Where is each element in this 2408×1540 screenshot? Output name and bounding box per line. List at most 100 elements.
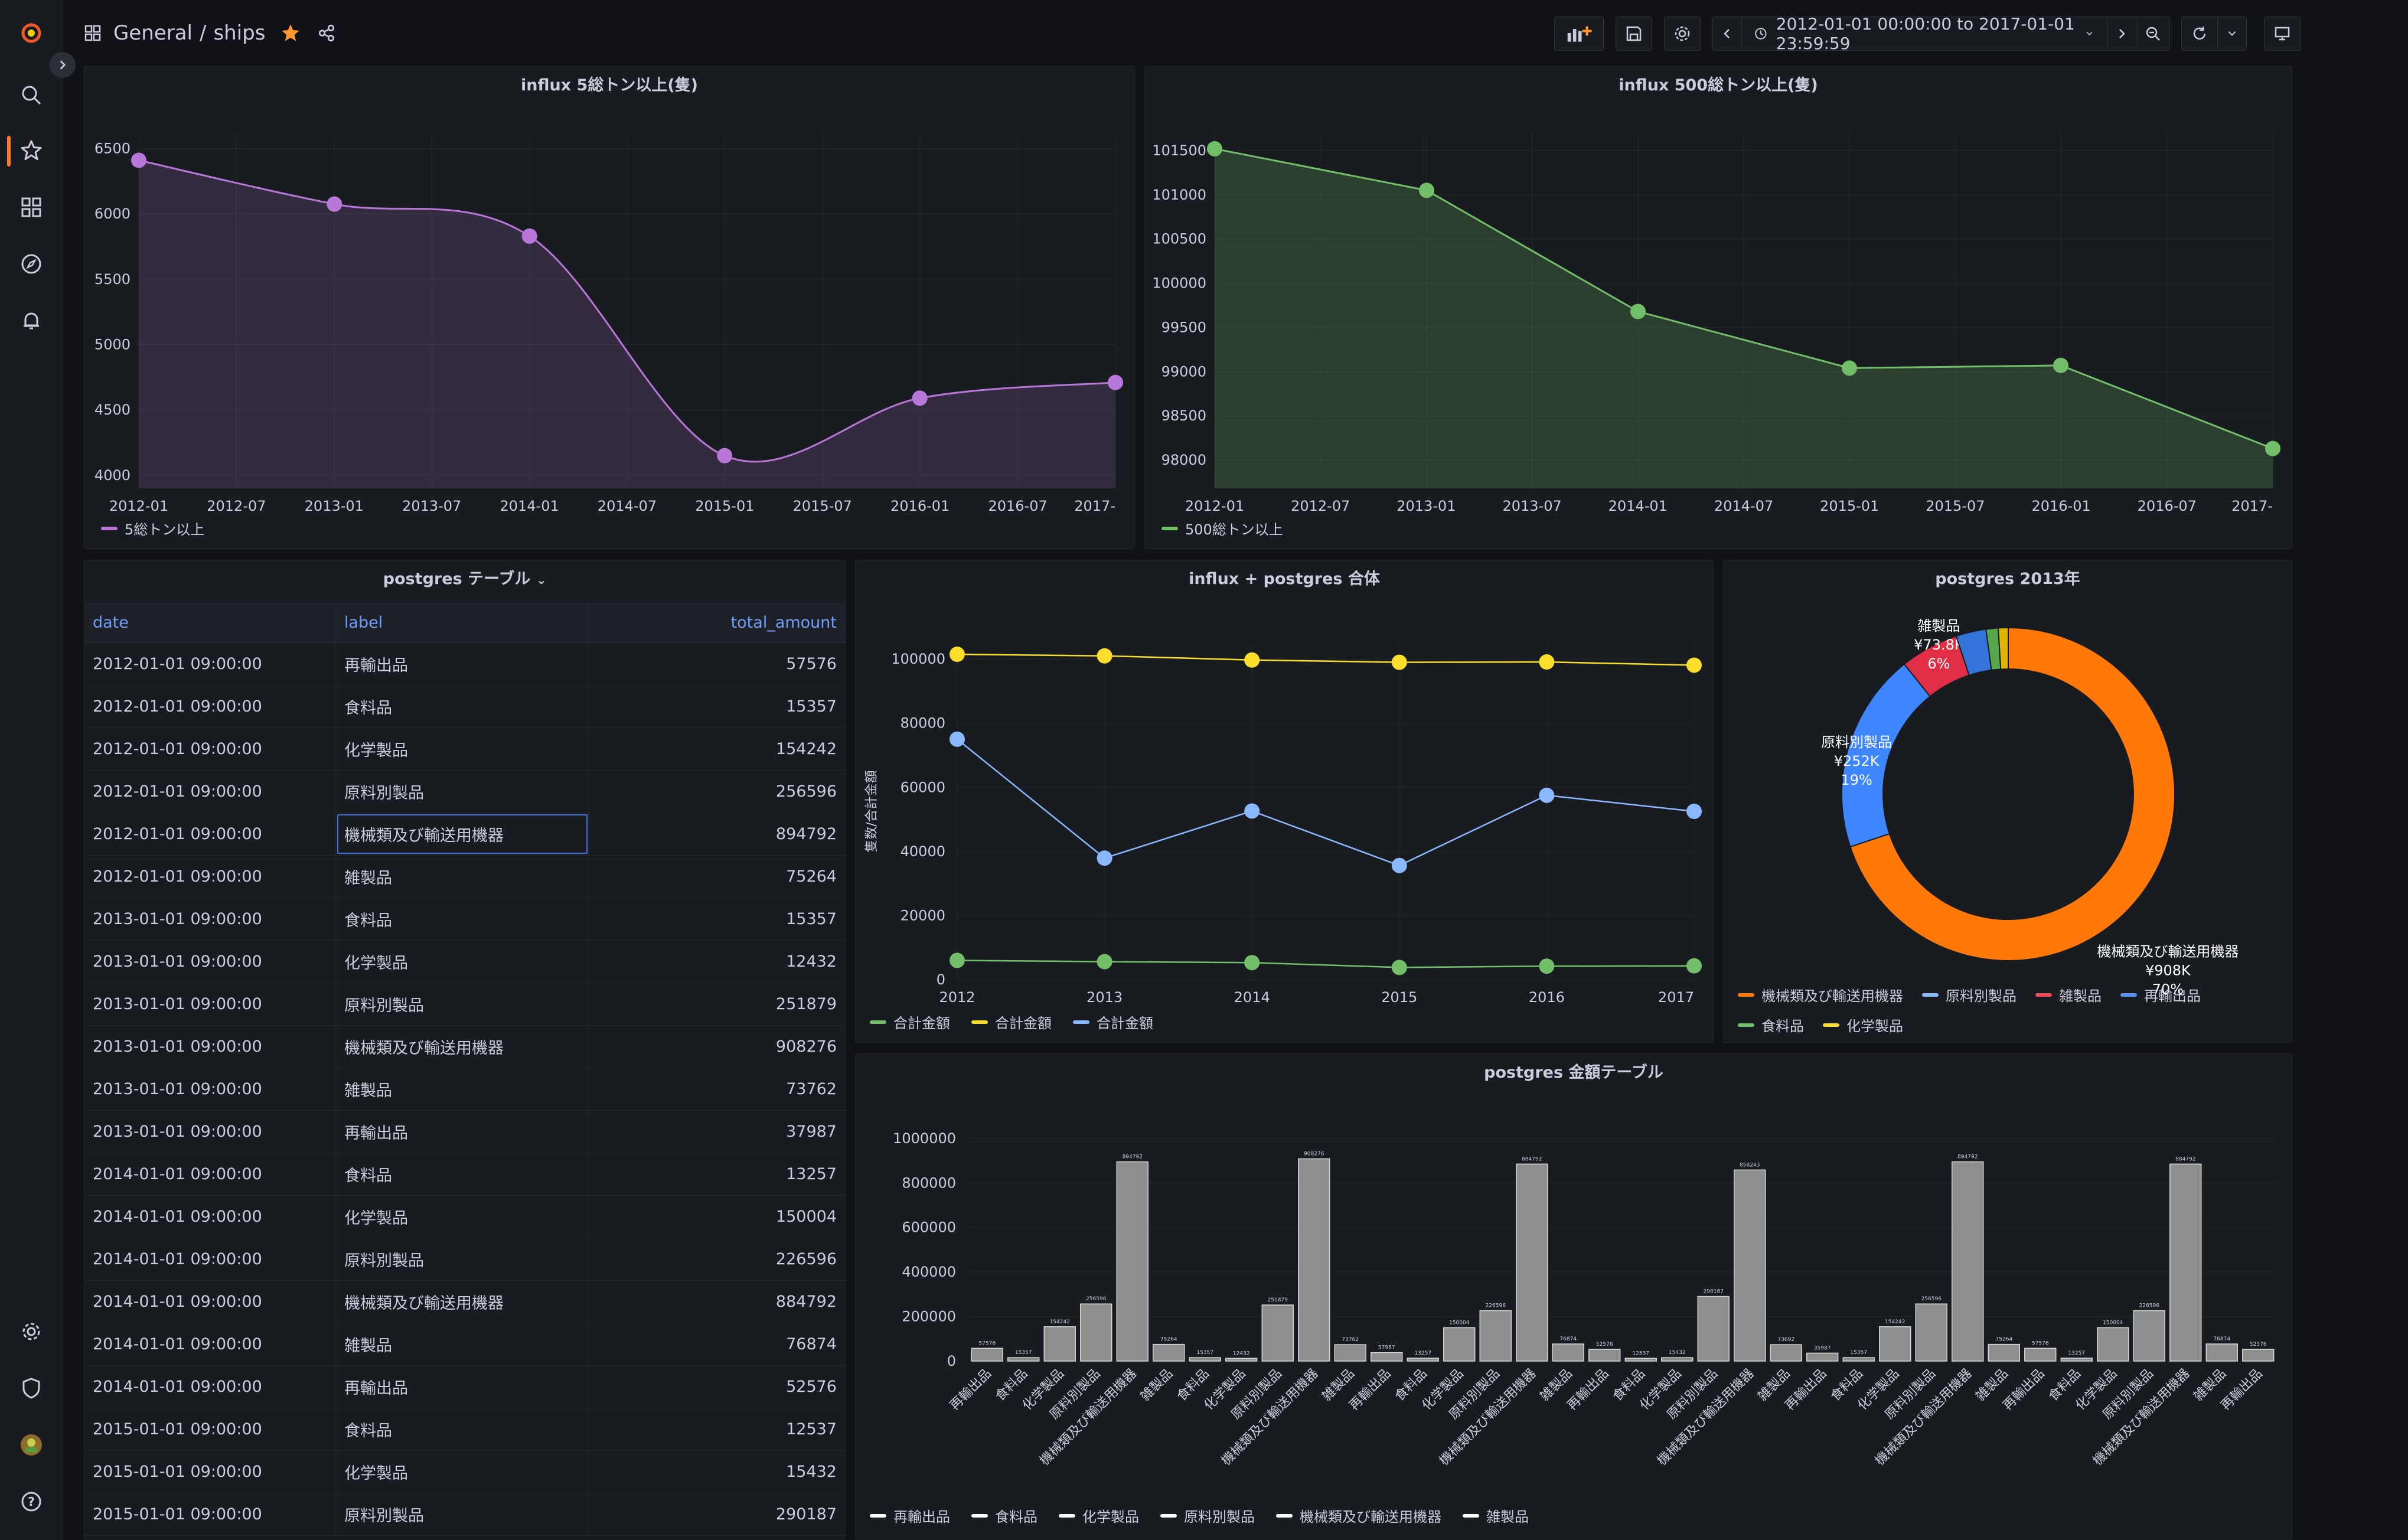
legend-item[interactable]: 機械類及び輸送用機器 <box>1276 1505 1441 1526</box>
table-row[interactable]: 2013-01-01 09:00:00 食料品 15357 <box>84 898 845 941</box>
column-header-label[interactable]: label <box>336 603 589 642</box>
time-range-picker[interactable]: 2012-01-01 00:00:00 to 2017-01-01 23:59:… <box>1741 14 2107 53</box>
cell-label[interactable]: 機械類及び輸送用機器 <box>336 813 589 855</box>
table-row[interactable]: 2015-01-01 09:00:00 化学製品 15432 <box>84 1451 845 1493</box>
cell-total-amount[interactable]: 57576 <box>786 655 837 673</box>
chevron-down-icon[interactable]: ⌄ <box>536 573 547 587</box>
table-row[interactable]: 2013-01-01 09:00:00 雑製品 73762 <box>84 1068 845 1111</box>
server-admin-icon[interactable] <box>14 1371 48 1405</box>
cell-label[interactable]: 原料別製品 <box>336 771 589 813</box>
table-row[interactable]: 2014-01-01 09:00:00 機械類及び輸送用機器 884792 <box>84 1281 845 1323</box>
cell-total-amount[interactable]: 154242 <box>775 740 837 758</box>
legend-item[interactable]: 5総トン以上 <box>101 518 204 539</box>
legend-item[interactable]: 再輸出品 <box>870 1505 950 1526</box>
legend-item[interactable]: 合計金額 <box>971 1012 1052 1032</box>
cell-date[interactable]: 2012-01-01 09:00:00 <box>84 643 336 685</box>
alerting-icon[interactable] <box>14 304 48 338</box>
cell-date[interactable]: 2014-01-01 09:00:00 <box>84 1281 336 1323</box>
dashboards-icon[interactable] <box>14 190 48 224</box>
cell-total-amount[interactable]: 884792 <box>775 1293 837 1311</box>
panel-title[interactable]: postgres テーブル ⌄ <box>383 570 547 588</box>
table-row[interactable]: 2012-01-01 09:00:00 食料品 15357 <box>84 686 845 728</box>
cell-total-amount[interactable]: 75264 <box>786 867 837 886</box>
user-avatar[interactable] <box>14 1428 48 1462</box>
cell-label[interactable]: 再輸出品 <box>336 1111 589 1153</box>
table-row[interactable]: 2014-01-01 09:00:00 化学製品 150004 <box>84 1196 845 1238</box>
time-shift-forward-button[interactable] <box>2107 17 2136 51</box>
panel-title[interactable]: postgres 金額テーブル <box>1484 1063 1663 1082</box>
legend-item[interactable]: 原料別製品 <box>1160 1505 1255 1526</box>
legend-item[interactable]: 機械類及び輸送用機器 <box>1738 984 1903 1005</box>
expand-sidebar-icon[interactable] <box>50 52 76 78</box>
dashboard-settings-button[interactable] <box>1664 17 1701 51</box>
zoom-out-button[interactable] <box>2136 17 2170 51</box>
table-row[interactable]: 2014-01-01 09:00:00 食料品 13257 <box>84 1153 845 1196</box>
legend-item[interactable]: 再輸出品 <box>2120 984 2201 1005</box>
explore-icon[interactable] <box>14 247 48 281</box>
cell-label[interactable]: 食料品 <box>336 898 589 940</box>
cell-label[interactable]: 食料品 <box>336 1408 589 1450</box>
column-header-date[interactable]: date <box>84 603 336 642</box>
cell-total-amount[interactable]: 52576 <box>786 1378 837 1396</box>
add-panel-button[interactable] <box>1554 17 1604 51</box>
cell-label[interactable]: 食料品 <box>336 686 589 727</box>
cell-label[interactable]: 雑製品 <box>336 856 589 898</box>
cell-date[interactable]: 2014-01-01 09:00:00 <box>84 1323 336 1365</box>
cell-label[interactable]: 化学製品 <box>336 728 589 770</box>
cell-label[interactable]: 再輸出品 <box>336 643 589 685</box>
cell-date[interactable]: 2013-01-01 09:00:00 <box>84 983 336 1025</box>
cell-label[interactable]: 化学製品 <box>336 1196 589 1238</box>
cell-label[interactable]: 機械類及び輸送用機器 <box>336 1026 589 1068</box>
legend-item[interactable]: 合計金額 <box>870 1012 950 1032</box>
breadcrumb-folder[interactable]: General <box>113 21 192 45</box>
panel-title[interactable]: influx 5総トン以上(隻) <box>521 76 698 94</box>
cell-date[interactable]: 2013-01-01 09:00:00 <box>84 1068 336 1110</box>
table-row[interactable]: 2014-01-01 09:00:00 再輸出品 52576 <box>84 1366 845 1408</box>
panel-influx-500t[interactable]: influx 500総トン以上(隻) 98000 98500 99000 99500 1… <box>1144 66 2292 549</box>
panel-influx-5t[interactable]: influx 5総トン以上(隻) 4000 4500 5000 5500 6000 650… <box>84 66 1135 549</box>
cell-total-amount[interactable]: 150004 <box>775 1208 837 1226</box>
cell-total-amount[interactable]: 290187 <box>775 1505 837 1523</box>
table-row[interactable]: 2012-01-01 09:00:00 雑製品 75264 <box>84 856 845 898</box>
panel-influx-postgres-merged[interactable]: influx + postgres 合体 0 20000 40000 60000 800… <box>855 560 1714 1043</box>
star-icon[interactable] <box>280 23 301 43</box>
cell-label[interactable]: 雑製品 <box>336 1323 589 1365</box>
legend-item[interactable]: 原料別製品 <box>1922 984 2017 1005</box>
cell-label[interactable]: 原料別製品 <box>336 1493 589 1535</box>
cell-label[interactable]: 化学製品 <box>336 1451 589 1493</box>
panel-postgres-table[interactable]: postgres テーブル ⌄ date label total_amount 2… <box>84 560 846 1540</box>
cell-total-amount[interactable]: 73762 <box>786 1080 837 1098</box>
cell-label[interactable]: 化学製品 <box>336 941 589 983</box>
refresh-button[interactable] <box>2181 17 2218 51</box>
table-row[interactable]: 2015-01-01 09:00:00 原料別製品 290187 <box>84 1493 845 1536</box>
cell-label[interactable]: 食料品 <box>336 1153 589 1195</box>
legend-item[interactable]: 化学製品 <box>1059 1505 1139 1526</box>
share-icon[interactable] <box>317 24 336 43</box>
configuration-icon[interactable] <box>14 1314 48 1349</box>
table-row[interactable]: 2013-01-01 09:00:00 原料別製品 251879 <box>84 983 845 1026</box>
cell-date[interactable]: 2012-01-01 09:00:00 <box>84 686 336 727</box>
table-row[interactable]: 2015-01-01 09:00:00 食料品 12537 <box>84 1408 845 1451</box>
help-icon[interactable]: ? <box>14 1484 48 1519</box>
cell-total-amount[interactable]: 76874 <box>786 1335 837 1353</box>
cell-date[interactable]: 2014-01-01 09:00:00 <box>84 1196 336 1238</box>
table-row[interactable]: 2014-01-01 09:00:00 原料別製品 226596 <box>84 1238 845 1281</box>
legend-item[interactable]: 雑製品 <box>1463 1505 1529 1526</box>
save-dashboard-button[interactable] <box>1616 17 1652 51</box>
cell-date[interactable]: 2012-01-01 09:00:00 <box>84 813 336 855</box>
legend-item[interactable]: 500総トン以上 <box>1161 518 1283 539</box>
legend-item[interactable]: 食料品 <box>971 1505 1037 1526</box>
legend-item[interactable]: 化学製品 <box>1823 1014 1903 1035</box>
cell-date[interactable]: 2014-01-01 09:00:00 <box>84 1238 336 1280</box>
column-header-total-amount[interactable]: total_amount <box>730 614 837 632</box>
cell-date[interactable]: 2013-01-01 09:00:00 <box>84 1111 336 1153</box>
cell-date[interactable]: 2012-01-01 09:00:00 <box>84 856 336 898</box>
cell-date[interactable]: 2013-01-01 09:00:00 <box>84 941 336 983</box>
cell-date[interactable]: 2012-01-01 09:00:00 <box>84 728 336 770</box>
breadcrumb-dashboard[interactable]: ships <box>213 21 266 45</box>
cell-total-amount[interactable]: 894792 <box>775 825 837 843</box>
legend-item[interactable]: 食料品 <box>1738 1014 1804 1035</box>
cell-label[interactable]: 再輸出品 <box>336 1366 589 1408</box>
table-row[interactable]: 2012-01-01 09:00:00 原料別製品 256596 <box>84 771 845 813</box>
panel-title[interactable]: influx + postgres 合体 <box>1189 570 1380 588</box>
